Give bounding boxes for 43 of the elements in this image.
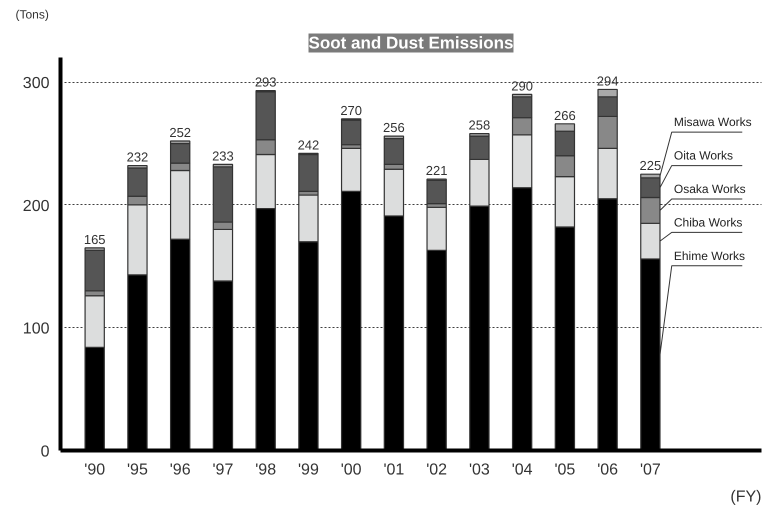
x-tick-label: '04 [512, 462, 533, 478]
y-tick-label: 100 [22, 320, 50, 338]
x-tick-label: '03 [468, 462, 490, 478]
x-tick-label: '96 [170, 462, 191, 478]
x-tick-label: '06 [597, 462, 618, 478]
total-label: 242 [298, 137, 320, 152]
x-tick-label: '95 [127, 462, 148, 478]
total-label: 232 [126, 150, 148, 165]
total-label: 252 [169, 125, 192, 140]
series-label: Ehime Works [674, 248, 746, 263]
x-tick-label: '98 [255, 462, 276, 478]
total-label: 221 [426, 163, 448, 178]
x-tick-label: '00 [340, 462, 362, 478]
total-label: 270 [340, 102, 362, 118]
total-label: 225 [640, 158, 662, 174]
total-label: 293 [254, 74, 277, 90]
series-label: Chiba Works [674, 215, 742, 230]
total-label: 294 [596, 73, 618, 88]
total-label: 256 [383, 120, 405, 136]
y-axis-title: (Tons) [16, 8, 49, 22]
y-tick-label: 0 [40, 444, 50, 460]
x-tick-label: '99 [298, 462, 319, 478]
series-label: Osaka Works [674, 182, 746, 196]
total-label: 266 [554, 108, 576, 123]
total-label: 258 [468, 118, 490, 133]
total-label: 290 [511, 78, 533, 94]
text: Misawa Works [674, 115, 752, 130]
total-label: 233 [212, 148, 234, 164]
x-tick-label: '07 [640, 462, 661, 478]
y-tick-label: 200 [22, 198, 50, 215]
bar [426, 180, 447, 204]
bar [340, 120, 362, 146]
x-axis-title: (FY) [730, 488, 762, 506]
bar [298, 154, 319, 192]
x-tick-label: '90 [84, 462, 106, 478]
total-label: 165 [84, 232, 106, 247]
x-tick-label: '01 [383, 462, 404, 478]
x-tick-label: '05 [554, 462, 576, 478]
x-tick-label: '02 [426, 462, 448, 478]
series-label: Oita Works [674, 148, 733, 163]
y-tick-label: 300 [22, 75, 50, 92]
x-tick-label: '97 [212, 462, 234, 478]
chart-title: Soot and Dust Emissions [308, 34, 514, 52]
